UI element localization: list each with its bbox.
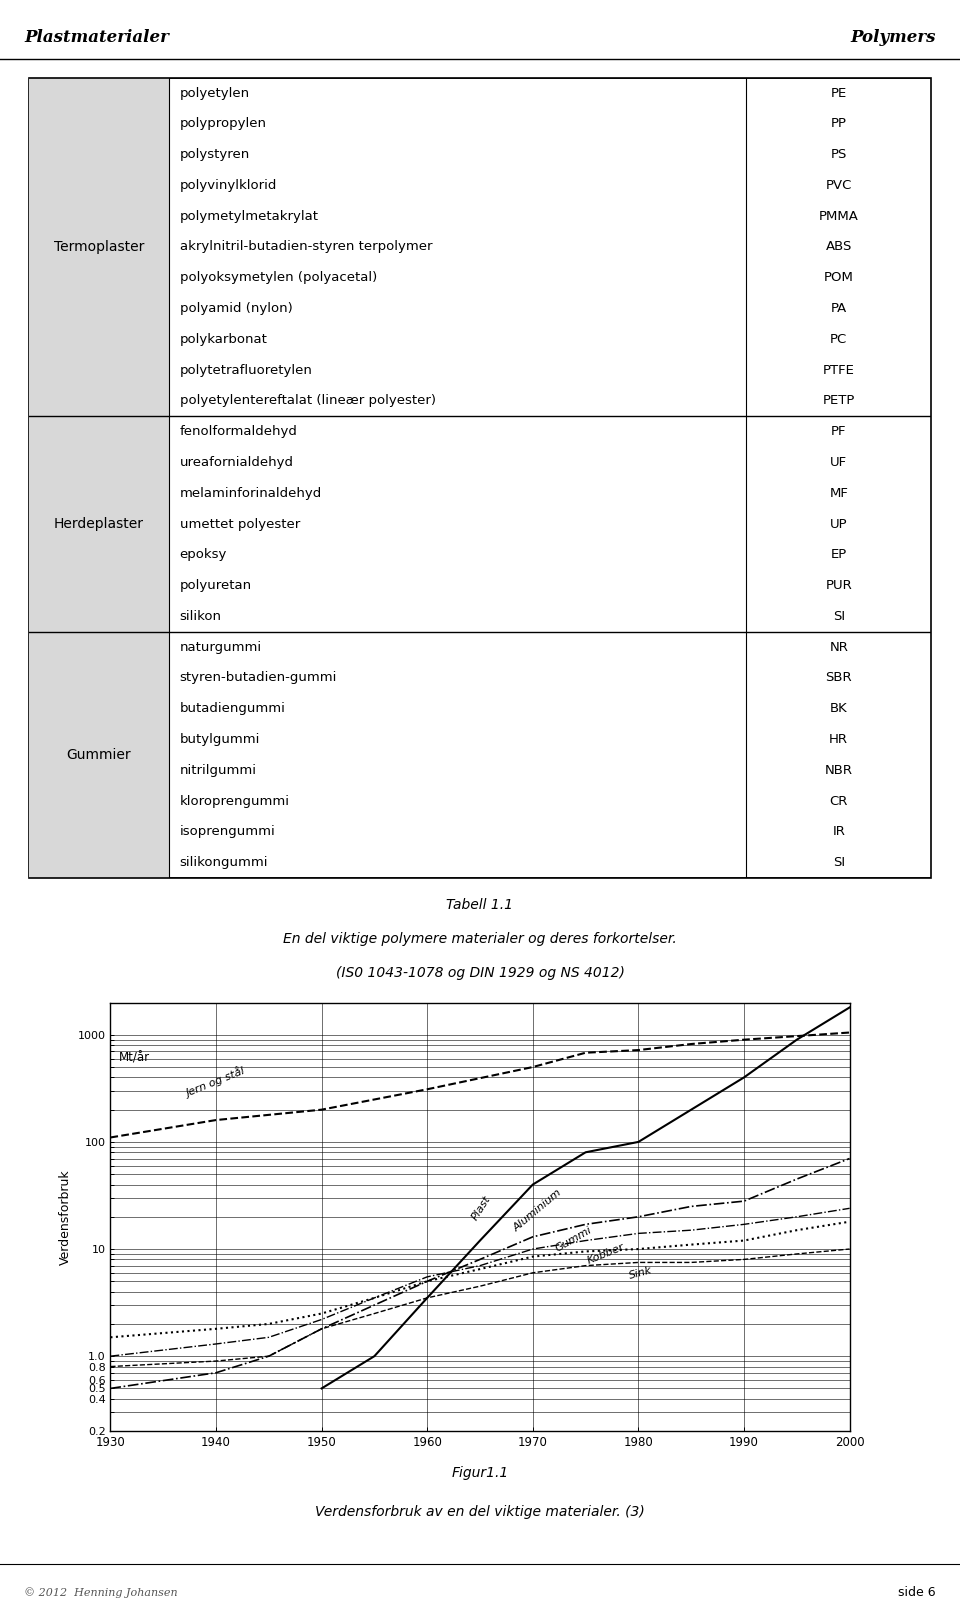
Text: silikongummi: silikongummi bbox=[180, 855, 268, 870]
Text: SI: SI bbox=[832, 855, 845, 870]
Text: umettet polyester: umettet polyester bbox=[180, 517, 300, 530]
Text: SI: SI bbox=[832, 610, 845, 623]
Text: polyvinylklorid: polyvinylklorid bbox=[180, 179, 276, 192]
Text: PETP: PETP bbox=[823, 395, 855, 407]
Text: polykarbonat: polykarbonat bbox=[180, 333, 268, 346]
Text: Herdeplaster: Herdeplaster bbox=[54, 517, 144, 530]
Text: naturgummi: naturgummi bbox=[180, 640, 262, 653]
Text: PP: PP bbox=[830, 118, 847, 131]
Text: PF: PF bbox=[831, 425, 847, 438]
Text: melaminforinaldehyd: melaminforinaldehyd bbox=[180, 487, 322, 500]
Text: polystyren: polystyren bbox=[180, 149, 250, 162]
Text: polytetrafluoretylen: polytetrafluoretylen bbox=[180, 364, 312, 377]
Text: akrylnitril-butadien-styren terpolymer: akrylnitril-butadien-styren terpolymer bbox=[180, 241, 432, 254]
Text: © 2012  Henning Johansen: © 2012 Henning Johansen bbox=[24, 1586, 178, 1598]
Text: PE: PE bbox=[830, 86, 847, 100]
Text: polyetylen: polyetylen bbox=[180, 86, 250, 100]
Text: EP: EP bbox=[830, 548, 847, 561]
Bar bbox=[29, 416, 169, 632]
Text: polyuretan: polyuretan bbox=[180, 579, 252, 592]
Text: Sink: Sink bbox=[628, 1266, 654, 1281]
Text: Jern og stål: Jern og stål bbox=[184, 1064, 247, 1100]
Text: ABS: ABS bbox=[826, 241, 852, 254]
Text: Mt/år: Mt/år bbox=[119, 1051, 150, 1064]
Text: Termoplaster: Termoplaster bbox=[54, 239, 144, 254]
Text: PC: PC bbox=[830, 333, 848, 346]
Text: Gummi: Gummi bbox=[554, 1226, 594, 1253]
Text: Figur1.1: Figur1.1 bbox=[451, 1467, 509, 1480]
Text: MF: MF bbox=[829, 487, 848, 500]
Text: (IS0 1043-1078 og DIN 1929 og NS 4012): (IS0 1043-1078 og DIN 1929 og NS 4012) bbox=[336, 965, 624, 980]
Text: POM: POM bbox=[824, 272, 853, 285]
Text: PVC: PVC bbox=[826, 179, 852, 192]
Text: polymetylmetakrylat: polymetylmetakrylat bbox=[180, 210, 319, 223]
Text: epoksy: epoksy bbox=[180, 548, 227, 561]
Text: SBR: SBR bbox=[826, 671, 852, 684]
Text: fenolformaldehyd: fenolformaldehyd bbox=[180, 425, 298, 438]
Text: styren-butadien-gummi: styren-butadien-gummi bbox=[180, 671, 337, 684]
Text: polyoksymetylen (polyacetal): polyoksymetylen (polyacetal) bbox=[180, 272, 376, 285]
Text: butadiengummi: butadiengummi bbox=[180, 702, 285, 715]
Text: PTFE: PTFE bbox=[823, 364, 854, 377]
Text: side 6: side 6 bbox=[899, 1586, 936, 1599]
Text: polypropylen: polypropylen bbox=[180, 118, 267, 131]
Text: En del viktige polymere materialer og deres forkortelser.: En del viktige polymere materialer og de… bbox=[283, 931, 677, 946]
Text: PS: PS bbox=[830, 149, 847, 162]
Text: PMMA: PMMA bbox=[819, 210, 858, 223]
Bar bbox=[29, 78, 169, 416]
Text: nitrilgummi: nitrilgummi bbox=[180, 763, 256, 776]
Text: UP: UP bbox=[829, 517, 848, 530]
Text: butylgummi: butylgummi bbox=[180, 733, 260, 745]
Text: Gummier: Gummier bbox=[66, 749, 132, 762]
Text: NR: NR bbox=[829, 640, 848, 653]
Text: HR: HR bbox=[829, 733, 849, 745]
Text: Plastmaterialer: Plastmaterialer bbox=[24, 29, 169, 45]
Text: PUR: PUR bbox=[826, 579, 852, 592]
Text: UF: UF bbox=[830, 456, 848, 469]
Text: IR: IR bbox=[832, 825, 845, 838]
Text: Kobber: Kobber bbox=[586, 1242, 626, 1266]
Text: Aluminium: Aluminium bbox=[512, 1187, 564, 1234]
Text: BK: BK bbox=[829, 702, 848, 715]
Text: CR: CR bbox=[829, 794, 848, 807]
Text: PA: PA bbox=[830, 302, 847, 315]
Text: isoprengummi: isoprengummi bbox=[180, 825, 276, 838]
Text: kloroprengummi: kloroprengummi bbox=[180, 794, 290, 807]
Text: NBR: NBR bbox=[825, 763, 852, 776]
Bar bbox=[29, 632, 169, 878]
Text: Tabell 1.1: Tabell 1.1 bbox=[446, 897, 514, 912]
Text: polyamid (nylon): polyamid (nylon) bbox=[180, 302, 292, 315]
Text: Verdensforbruk av en del viktige materialer. (3): Verdensforbruk av en del viktige materia… bbox=[315, 1505, 645, 1518]
Y-axis label: Verdensforbruk: Verdensforbruk bbox=[59, 1169, 72, 1264]
Text: ureafornialdehyd: ureafornialdehyd bbox=[180, 456, 294, 469]
Text: silikon: silikon bbox=[180, 610, 222, 623]
Text: Plast: Plast bbox=[469, 1193, 492, 1222]
Text: polyetylentereftalat (lineær polyester): polyetylentereftalat (lineær polyester) bbox=[180, 395, 436, 407]
Text: Polymers: Polymers bbox=[851, 29, 936, 45]
